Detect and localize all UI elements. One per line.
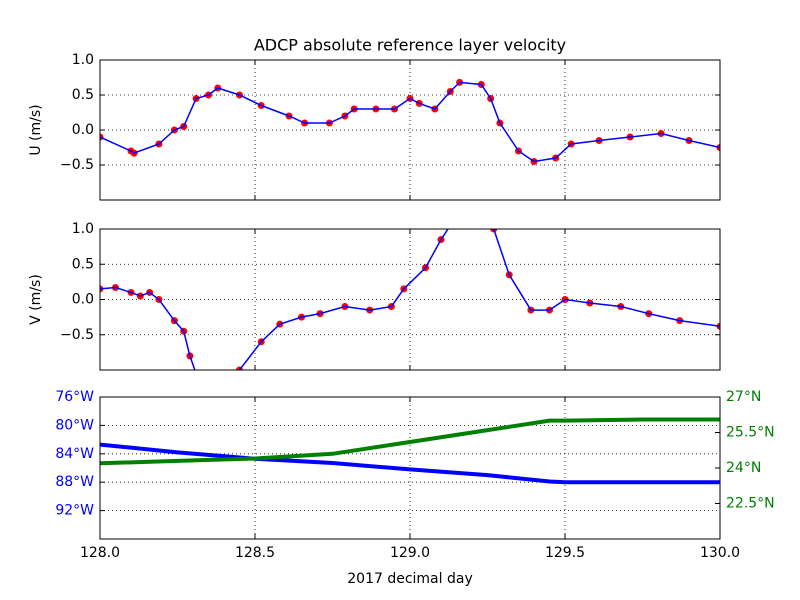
axes-frame <box>99 228 721 371</box>
y-tick-label: −0.5 <box>60 157 94 173</box>
y-tick-label: −0.5 <box>60 327 94 343</box>
y2-tick-label: 27°N <box>726 389 761 405</box>
plot-area <box>100 417 720 485</box>
y2-tick-label: 25.5°N <box>726 425 775 441</box>
data-line <box>100 417 720 466</box>
x-axis-label: 2017 decimal day <box>347 571 472 587</box>
y-tick-label: 0.0 <box>72 292 94 308</box>
data-line <box>100 81 720 163</box>
data-point <box>227 388 234 395</box>
y-tick-label: 84°W <box>55 446 94 462</box>
y-tick-label: 0.0 <box>72 122 94 138</box>
y-tick-label: 88°W <box>55 474 94 490</box>
y2-tick-label: 22.5°N <box>726 496 775 512</box>
y-axis-label: V (m/s) <box>28 274 44 325</box>
data-point <box>199 388 206 395</box>
data-point <box>469 197 476 204</box>
y-tick-label: 1.0 <box>72 52 94 68</box>
x-tick-label: 128.5 <box>235 545 275 561</box>
data-line <box>100 229 720 370</box>
axes-frame <box>99 396 721 540</box>
y-tick-label: 0.5 <box>72 87 94 103</box>
x-tick-label: 129.0 <box>390 545 430 561</box>
y-tick-label: 92°W <box>55 503 94 519</box>
x-tick-label: 129.5 <box>545 545 585 561</box>
data-line <box>100 442 720 485</box>
x-tick-label: 128.0 <box>80 545 120 561</box>
y-tick-label: 1.0 <box>72 221 94 237</box>
y-tick-label: 76°W <box>55 389 94 405</box>
chart-title: ADCP absolute reference layer velocity <box>254 36 566 55</box>
x-tick-label: 130.0 <box>700 545 740 561</box>
axes-frame <box>99 59 721 201</box>
y2-tick-label: 24°N <box>726 460 761 476</box>
plot-area <box>100 78 720 165</box>
y-tick-label: 80°W <box>55 417 94 433</box>
y-tick-label: 0.5 <box>72 256 94 272</box>
data-point <box>447 222 454 229</box>
y-axis-label: U (m/s) <box>28 104 44 155</box>
plot-area <box>100 197 720 395</box>
